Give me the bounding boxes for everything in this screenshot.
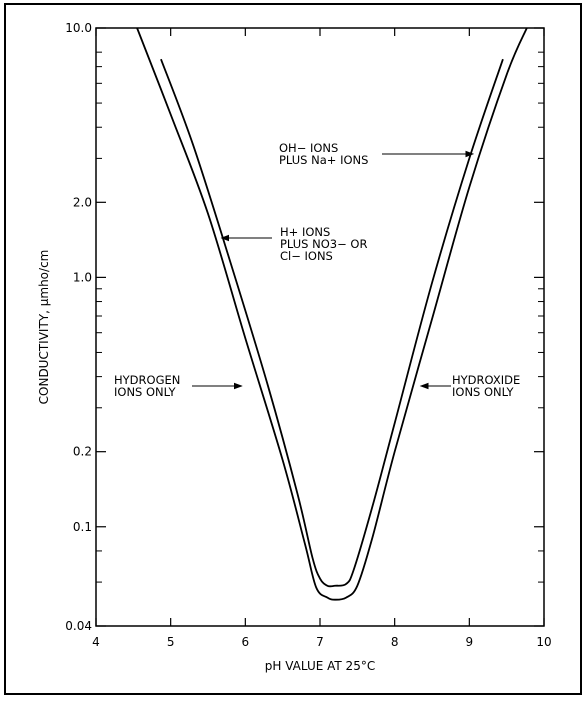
figure-frame bbox=[4, 3, 582, 695]
annotation-text: OH− IONS bbox=[279, 141, 338, 155]
plot-area bbox=[95, 27, 545, 627]
curves bbox=[136, 27, 528, 601]
y-tick-label: 0.2 bbox=[73, 445, 92, 459]
y-tick-label: 10.0 bbox=[65, 21, 92, 35]
y-axis-ticks: 0.04 0.1 0.2 1.0 2.0 10.0 bbox=[65, 21, 544, 633]
y-tick-label: 0.1 bbox=[73, 520, 92, 534]
annotation-text: HYDROGEN bbox=[114, 373, 180, 387]
annotation-text: Cl− IONS bbox=[280, 249, 333, 263]
curve-inner bbox=[160, 58, 504, 588]
x-tick-label: 4 bbox=[92, 635, 100, 649]
x-tick-label: 6 bbox=[242, 635, 250, 649]
y-axis-label: CONDUCTIVITY, µmho/cm bbox=[37, 250, 51, 405]
x-tick-label: 8 bbox=[391, 635, 399, 649]
x-tick-label: 7 bbox=[316, 635, 324, 649]
y-tick-label: 2.0 bbox=[73, 195, 92, 209]
annotation-text: PLUS Na+ IONS bbox=[279, 153, 368, 167]
annotation-text: H+ IONS bbox=[280, 225, 330, 239]
x-tick-label: 5 bbox=[167, 635, 175, 649]
y-tick-label: 0.04 bbox=[65, 619, 92, 633]
x-axis-ticks: 4 5 6 7 8 9 10 bbox=[92, 28, 552, 649]
x-tick-label: 9 bbox=[466, 635, 474, 649]
annotation-text: HYDROXIDE bbox=[452, 373, 520, 387]
x-tick-label: 10 bbox=[536, 635, 551, 649]
curve-outer bbox=[136, 27, 528, 601]
y-tick-label: 1.0 bbox=[73, 270, 92, 284]
annotation-text: PLUS NO3− OR bbox=[280, 237, 367, 251]
annotation-text: IONS ONLY bbox=[452, 385, 515, 399]
x-axis-label: pH VALUE AT 25°C bbox=[265, 659, 375, 673]
annotation-text: IONS ONLY bbox=[114, 385, 177, 399]
